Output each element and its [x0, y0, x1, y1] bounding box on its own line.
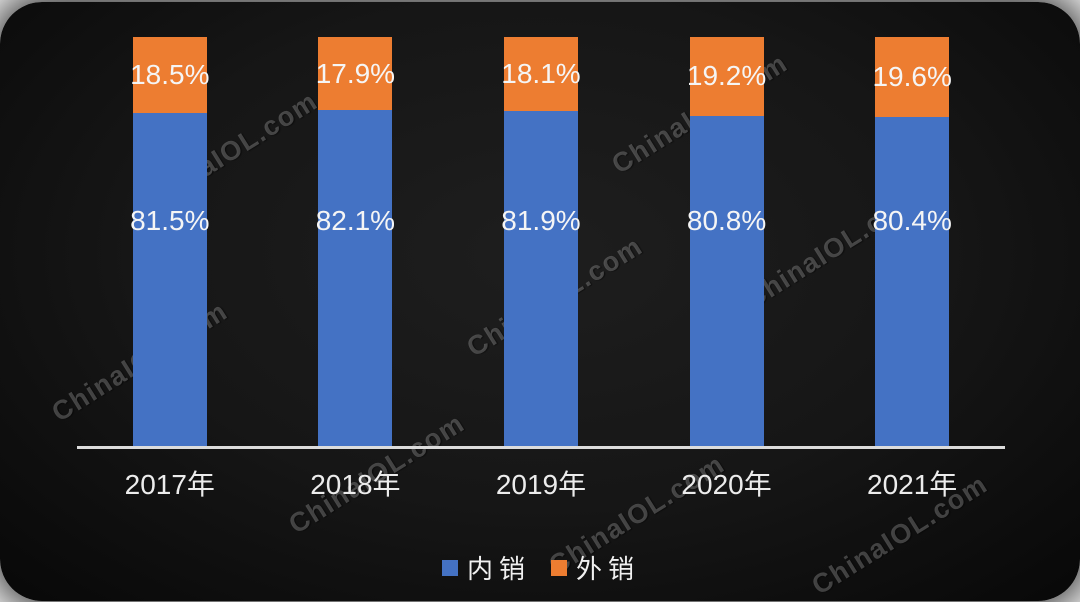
bar-column-2018年: 17.9% 82.1%	[263, 37, 449, 446]
x-axis-label-2019年: 2019年	[495, 469, 587, 500]
stacked-bar-2017年	[132, 37, 207, 446]
x-axis-label-2018年: 2018年	[310, 469, 401, 500]
bar-segment-export-2017年	[132, 37, 207, 113]
domestic-value-label-2021年: 80.4%	[872, 205, 952, 237]
bar-column-2020年: 19.2% 80.8%	[634, 37, 820, 446]
bar-segment-domestic-2017年	[132, 112, 207, 446]
legend: 内销 外销	[77, 549, 1005, 586]
domestic-value-label-2018年: 82.1%	[315, 205, 396, 237]
x-axis-label-2021年: 2021年	[867, 469, 958, 500]
legend-label-domestic: 内销	[466, 554, 531, 584]
stacked-bar-2019年	[503, 37, 578, 446]
export-value-label-2020年: 19.2%	[686, 60, 767, 92]
legend-swatch-domestic-icon	[441, 559, 458, 576]
domestic-value-label-2017年: 81.5%	[130, 205, 210, 237]
bar-segment-export-2019年	[503, 37, 578, 112]
stacked-bar-2020年	[689, 37, 764, 446]
stacked-bar-2021年	[875, 37, 950, 446]
legend-item-domestic: 内销	[441, 549, 531, 586]
export-value-label-2017年: 18.5%	[130, 58, 210, 90]
x-axis-label-2017年: 2017年	[124, 469, 215, 500]
bar-segment-export-2018年	[318, 37, 393, 111]
bar-segment-domestic-2020年	[689, 115, 764, 446]
x-axis-label-2020年: 2020年	[681, 469, 772, 500]
bar-column-2019年: 18.1% 81.9%	[448, 37, 634, 446]
bar-column-2017年: 18.5% 81.5%	[77, 37, 263, 446]
stacked-bar-2018年	[318, 37, 393, 446]
bar-column-2021年: 19.6% 80.4%	[819, 37, 1005, 446]
legend-item-export: 外销	[551, 549, 640, 586]
export-value-label-2018年: 17.9%	[315, 57, 396, 89]
legend-label-export: 外销	[576, 554, 641, 584]
bar-segment-domestic-2019年	[503, 111, 578, 446]
legend-swatch-export-icon	[551, 559, 567, 576]
bar-segment-export-2021年	[875, 37, 950, 118]
bar-segment-domestic-2018年	[318, 110, 393, 446]
plot-area: 18.5% 81.5% 17.9% 82.1% 18.1% 81.9% 19.2% 80.8%…	[77, 37, 1005, 446]
domestic-value-label-2020年: 80.8%	[686, 205, 767, 237]
domestic-value-label-2019年: 81.9%	[501, 205, 581, 237]
bar-segment-domestic-2021年	[875, 117, 950, 446]
bar-segment-export-2020年	[689, 37, 764, 116]
export-value-label-2021年: 19.6%	[872, 61, 952, 93]
x-axis-line	[77, 446, 1005, 449]
export-value-label-2019年: 18.1%	[501, 58, 581, 89]
x-axis-labels: 2017年 2018年 2019年 2020年 2021年	[77, 466, 1005, 504]
